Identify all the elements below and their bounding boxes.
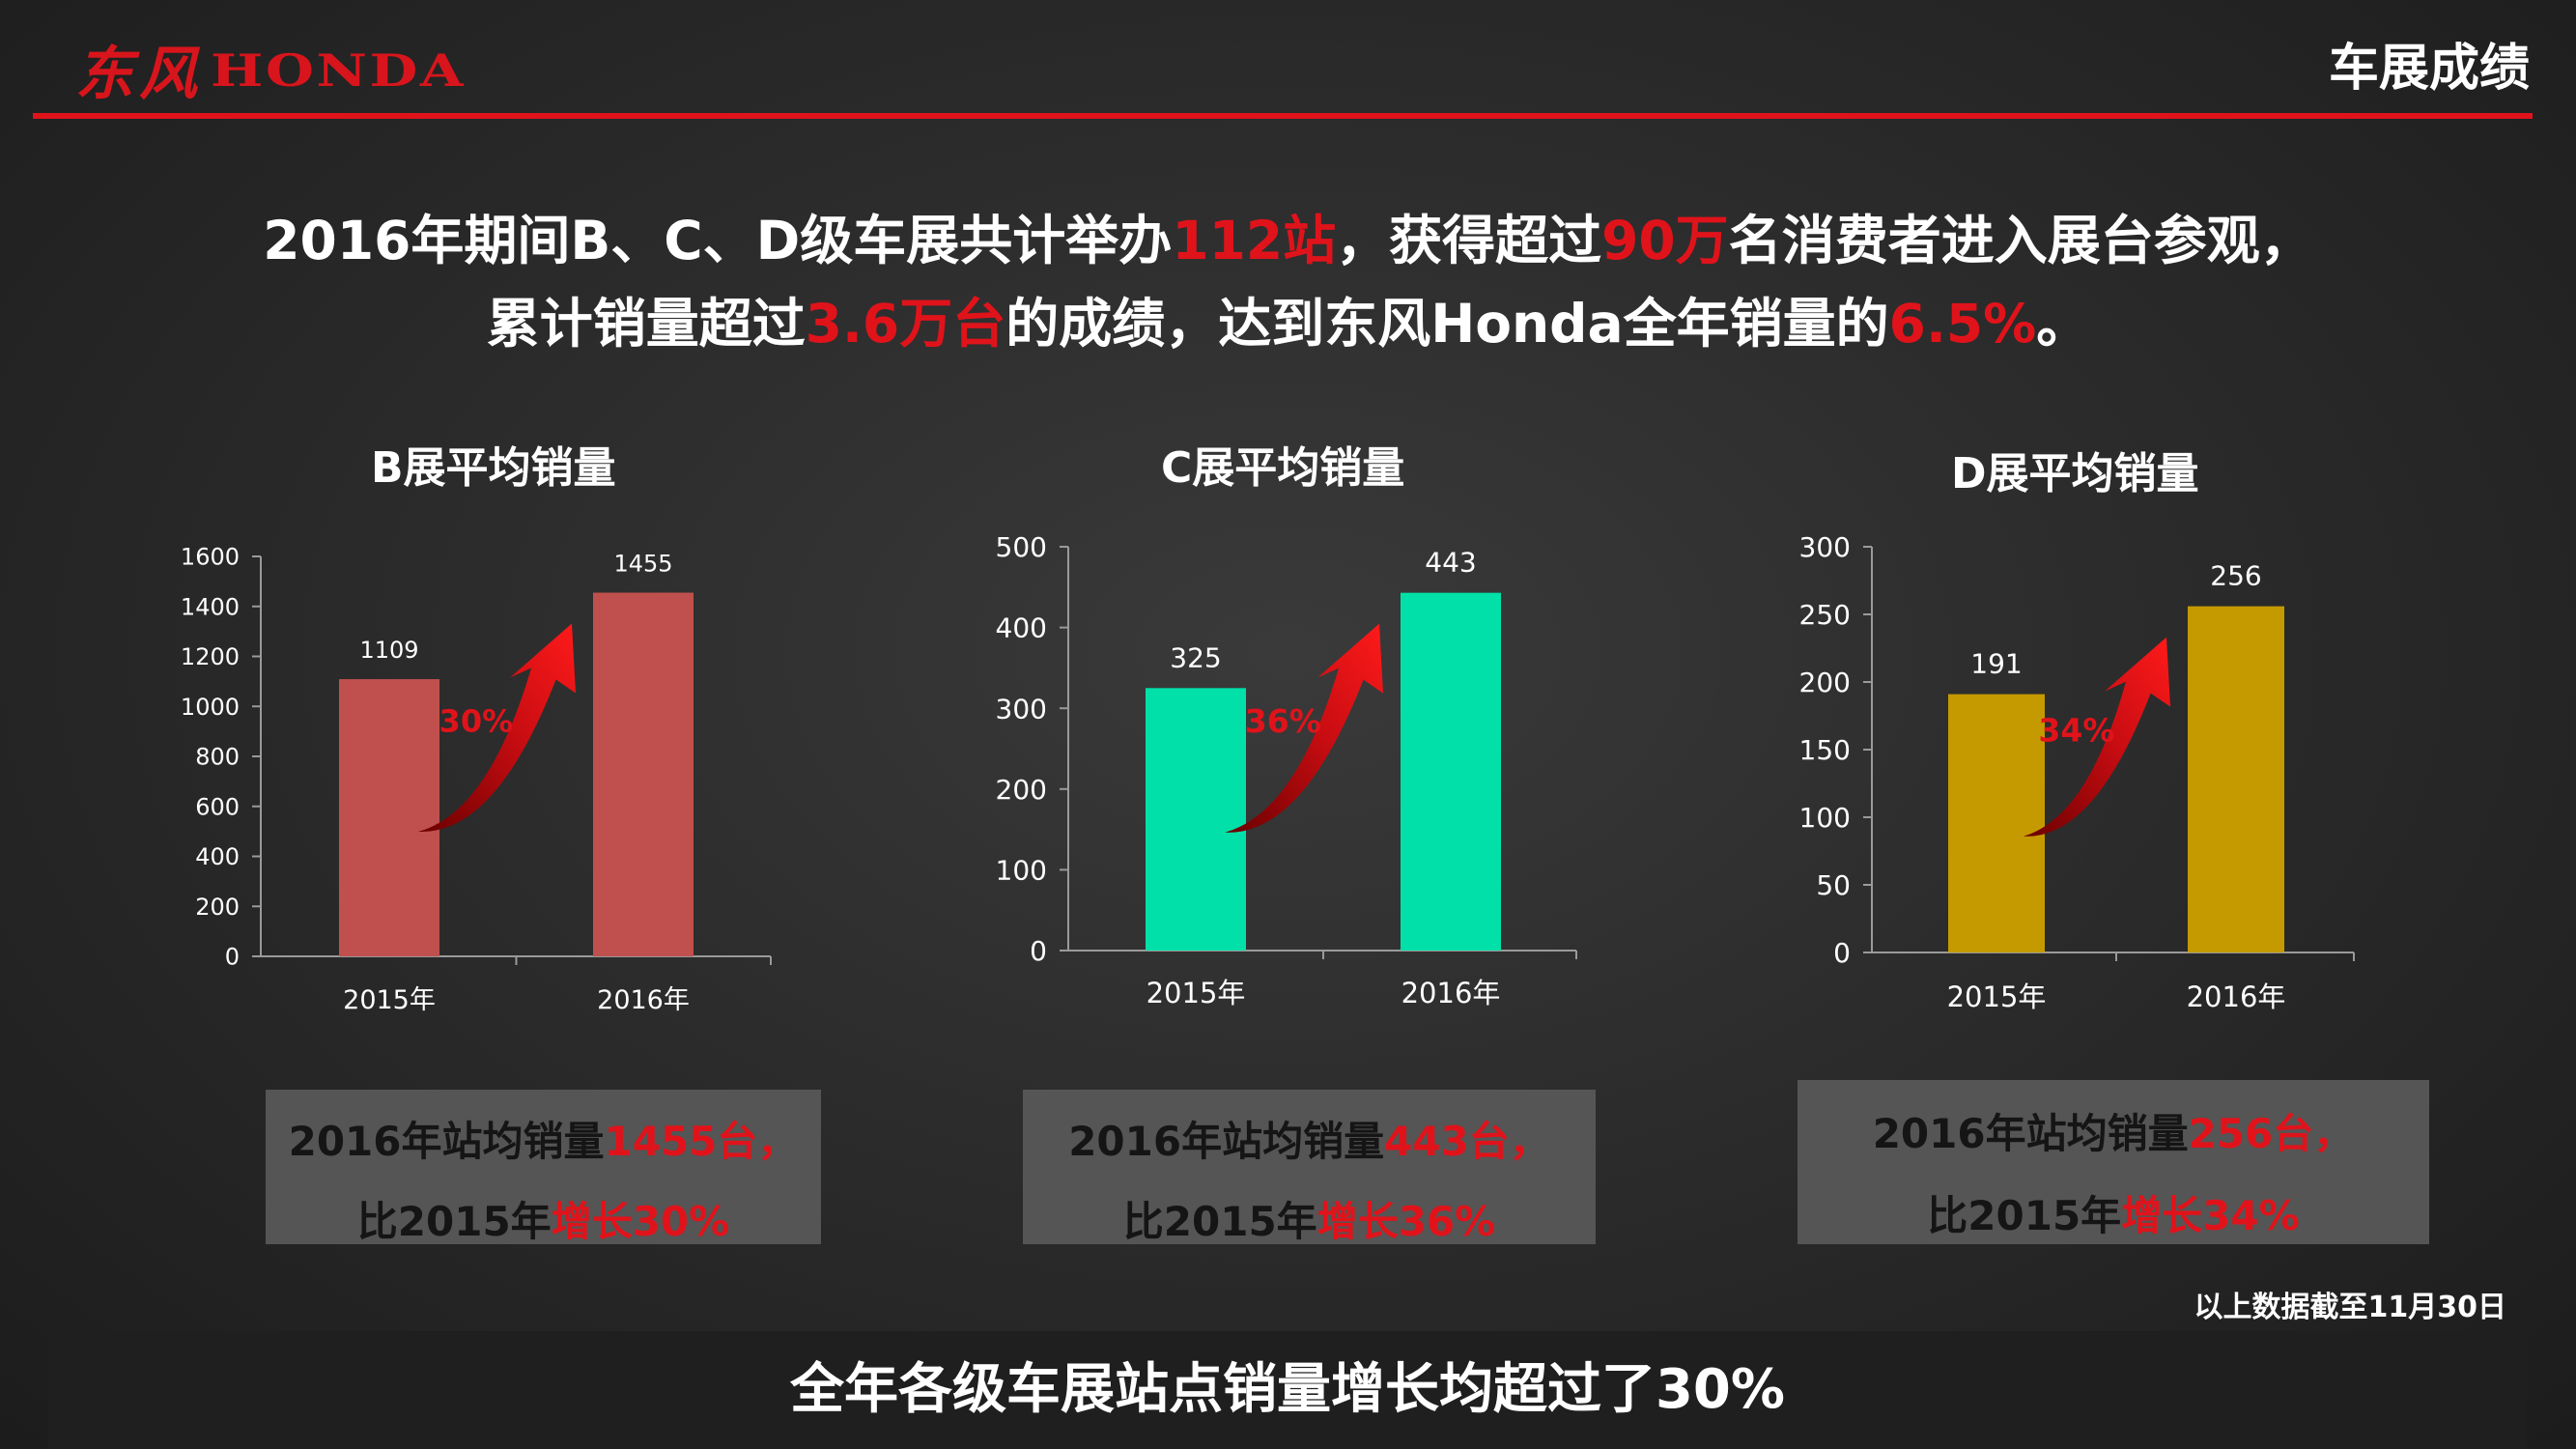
y-tick-label: 0 <box>225 944 240 971</box>
growth-arrow <box>2024 637 2170 837</box>
headline-highlight: 112站 <box>1172 210 1337 271</box>
y-tick-label: 1000 <box>181 694 240 721</box>
growth-arrow <box>418 623 576 832</box>
summary-text: 比2015年 <box>1122 1198 1317 1245</box>
dongfeng-logo: 东风 <box>75 41 203 108</box>
summary-box-c: 2016年站均销量443台， 比2015年增长36% <box>1023 1090 1596 1245</box>
chart-d-title: D展平均销量 <box>1951 449 2199 498</box>
y-tick-label: 100 <box>1799 802 1851 834</box>
y-tick-label: 1400 <box>181 593 240 620</box>
growth-arrow <box>1225 623 1383 833</box>
y-tick-label: 800 <box>195 744 240 771</box>
headline-line-2: 累计销量超过3.6万台的成绩，达到东风Honda全年销量的6.5%。 <box>0 280 2576 357</box>
bar <box>339 679 439 956</box>
summary-text: 2016年站均销量 <box>1872 1110 2189 1157</box>
growth-label: 30% <box>439 703 514 740</box>
x-tick-label: 2016年 <box>597 985 690 1015</box>
bar <box>1401 592 1501 951</box>
y-tick-label: 500 <box>996 531 1047 563</box>
y-tick-label: 300 <box>1799 531 1851 563</box>
summary-text: 比2015年 <box>1927 1192 2122 1239</box>
y-tick-label: 200 <box>996 774 1047 806</box>
y-tick-label: 1600 <box>181 544 240 571</box>
y-tick-label: 400 <box>996 612 1047 644</box>
y-tick-label: 300 <box>996 693 1047 724</box>
data-label: 325 <box>1170 641 1221 673</box>
data-label: 1109 <box>359 637 418 664</box>
bar <box>593 592 694 956</box>
headline-text: 。 <box>2036 293 2090 355</box>
x-tick-label: 2016年 <box>2187 980 2286 1013</box>
headline-text: ，获得超过 <box>1336 210 1602 271</box>
y-tick-label: 200 <box>1799 667 1851 698</box>
headline-text: 的成绩，达到东风Honda全年销量的 <box>1005 293 1889 355</box>
x-tick-label: 2016年 <box>1401 977 1501 1009</box>
headline-highlight: 3.6万台 <box>805 293 1006 355</box>
bar <box>1146 688 1246 951</box>
summary-highlight: 443台， <box>1384 1118 1550 1165</box>
bar <box>2188 606 2284 952</box>
x-tick-label: 2015年 <box>343 985 436 1015</box>
x-tick-label: 2015年 <box>1146 977 1246 1009</box>
y-tick-label: 0 <box>1833 937 1851 969</box>
summary-highlight: 增长30% <box>551 1198 730 1245</box>
data-label: 443 <box>1425 547 1476 579</box>
summary-highlight: 1455台， <box>604 1118 799 1165</box>
y-tick-label: 150 <box>1799 734 1851 766</box>
y-tick-label: 600 <box>195 793 240 820</box>
page-title: 车展成绩 <box>2328 40 2530 98</box>
y-tick-label: 100 <box>996 854 1047 886</box>
data-label: 191 <box>1970 648 2022 680</box>
summary-text: 2016年站均销量 <box>288 1118 605 1165</box>
summary-text: 2016年站均销量 <box>1068 1118 1385 1165</box>
chart-b-title: B展平均销量 <box>371 443 616 493</box>
data-label: 1455 <box>613 551 672 578</box>
x-tick-label: 2015年 <box>1947 980 2047 1013</box>
headline-text: 累计销量超过 <box>486 293 806 355</box>
bar <box>1948 694 2045 952</box>
growth-label: 36% <box>1245 702 1321 740</box>
summary-box-b: 2016年站均销量1455台， 比2015年增长30% <box>266 1090 821 1245</box>
header-divider <box>33 113 2533 119</box>
headline-highlight: 90万 <box>1601 210 1729 271</box>
headline-text: 名消费者进入展台参观， <box>1728 210 2313 271</box>
summary-box-d: 2016年站均销量256台， 比2015年增长34% <box>1798 1080 2429 1244</box>
y-tick-label: 250 <box>1799 599 1851 631</box>
y-tick-label: 50 <box>1816 869 1851 901</box>
y-tick-label: 400 <box>195 843 240 870</box>
y-tick-label: 1200 <box>181 643 240 670</box>
growth-label: 34% <box>2038 712 2114 750</box>
headline-highlight: 6.5% <box>1888 293 2037 355</box>
chart-c-title: C展平均销量 <box>1161 443 1405 493</box>
y-tick-label: 0 <box>1030 935 1047 967</box>
bar-charts: 0200400600800100012001400160011092015年14… <box>181 531 2355 1015</box>
summary-highlight: 增长36% <box>1316 1198 1496 1245</box>
summary-text: 比2015年 <box>356 1198 552 1245</box>
summary-highlight: 256台， <box>2188 1110 2355 1157</box>
data-cutoff-note: 以上数据截至11月30日 <box>2194 1291 2507 1324</box>
data-label: 256 <box>2210 560 2261 592</box>
footer-conclusion: 全年各级车展站点销量增长均超过了30% <box>48 1331 2527 1449</box>
headline-line-1: 2016年期间B、C、D级车展共计举办112站，获得超过90万名消费者进入展台参… <box>0 197 2576 274</box>
headline-text: 2016年期间B、C、D级车展共计举办 <box>263 210 1173 271</box>
honda-logo: HONDA <box>211 44 466 97</box>
summary-highlight: 增长34% <box>2121 1192 2300 1239</box>
y-tick-label: 200 <box>195 894 240 921</box>
